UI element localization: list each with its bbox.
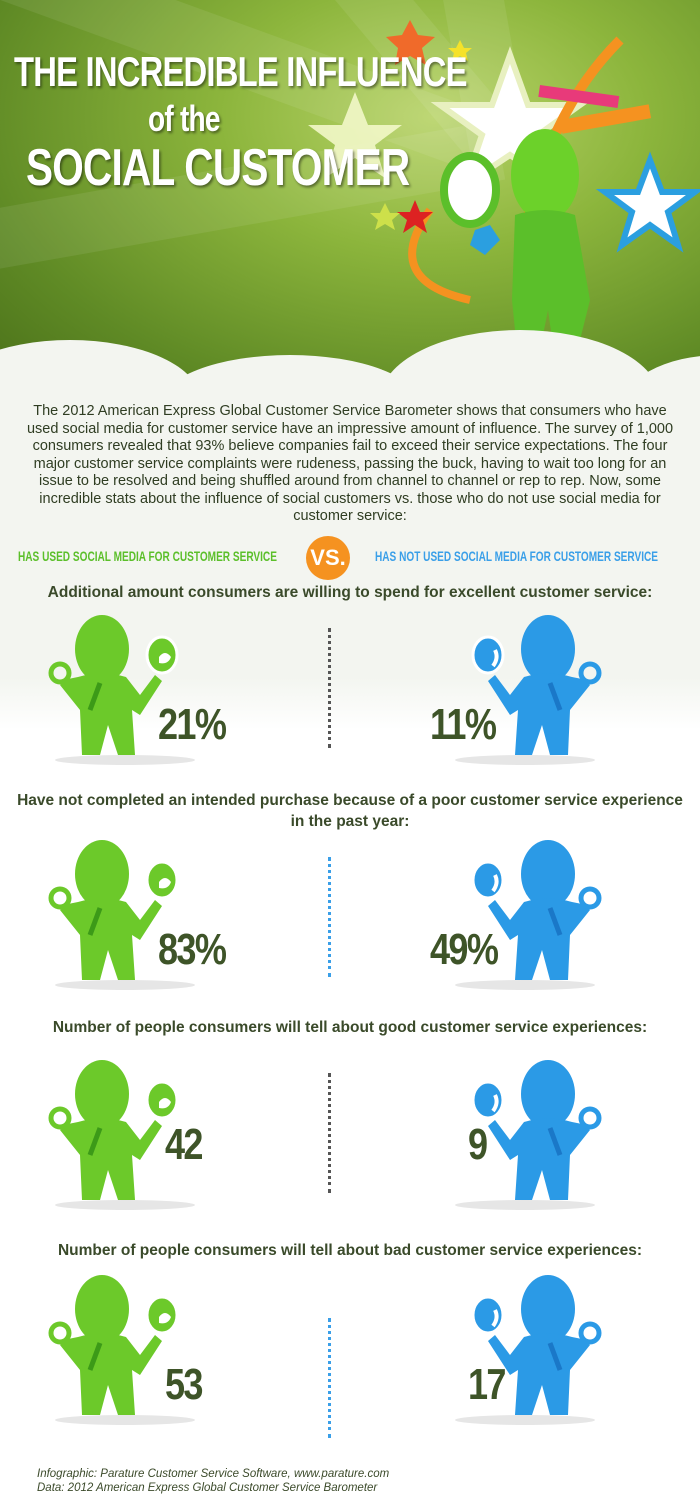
stat-value-not-used: 17 xyxy=(468,1360,506,1409)
title-line-3: SOCIAL CUSTOMER xyxy=(26,139,410,197)
figure-body xyxy=(488,898,590,980)
vs-badge: VS. xyxy=(306,536,350,580)
title-line-1: THE INCREDIBLE INFLUENCE xyxy=(14,48,467,95)
figure-body xyxy=(60,898,162,980)
star-icon xyxy=(386,20,435,65)
non-social-customer-figure xyxy=(440,615,610,765)
social-customer-figure xyxy=(40,1060,210,1210)
non-social-customer-figure xyxy=(440,1275,610,1425)
star-icon xyxy=(448,40,472,61)
divider xyxy=(328,1073,331,1193)
figure-body xyxy=(488,673,590,755)
figure-body xyxy=(60,1118,162,1200)
stat-value-not-used: 49% xyxy=(430,925,499,974)
star-icon xyxy=(595,151,700,253)
figure-body xyxy=(60,1333,162,1415)
social-customer-figure xyxy=(40,840,210,990)
figure-head xyxy=(521,615,575,683)
star-icon xyxy=(370,203,400,230)
star-icon xyxy=(308,92,402,178)
figure-head xyxy=(75,1275,129,1343)
divider xyxy=(328,857,331,977)
figure-body xyxy=(488,1118,590,1200)
credit-infographic: Infographic: Parature Customer Service S… xyxy=(37,1468,390,1480)
figure-body xyxy=(488,1333,590,1415)
stat-value-not-used: 9 xyxy=(468,1120,488,1169)
stat-question: Number of people consumers will tell abo… xyxy=(57,1242,642,1259)
star-icon xyxy=(397,200,433,233)
figure-head xyxy=(75,840,129,908)
non-social-customer-figure xyxy=(440,840,610,990)
credit-data: Data: 2012 American Express Global Custo… xyxy=(37,1482,378,1494)
social-customer-figure xyxy=(40,615,210,765)
figure-body xyxy=(60,673,162,755)
stat-value-used: 21% xyxy=(158,700,227,749)
stat-value-not-used: 11% xyxy=(430,700,497,749)
figure-head xyxy=(75,1060,129,1128)
stat-question: Number of people consumers will tell abo… xyxy=(52,1019,648,1036)
social-customer-figure xyxy=(40,1275,210,1425)
divider xyxy=(328,1318,331,1438)
stat-value-used: 42 xyxy=(165,1120,203,1169)
title-line-2: of the xyxy=(148,98,221,139)
star-icon xyxy=(430,46,590,193)
hero-illustration xyxy=(308,20,700,360)
legend-used: HAS USED SOCIAL MEDIA FOR CUSTOMER SERVI… xyxy=(18,548,277,564)
legend-not-used: HAS NOT USED SOCIAL MEDIA FOR CUSTOMER S… xyxy=(375,548,659,564)
hero-banner: THE INCREDIBLE INFLUENCE of the SOCIAL C… xyxy=(0,0,700,390)
divider xyxy=(328,628,331,748)
stat-question: Additional amount consumers are willing … xyxy=(47,584,653,601)
figure-head xyxy=(75,615,129,683)
stat-value-used: 53 xyxy=(165,1360,203,1409)
stat-value-used: 83% xyxy=(158,925,227,974)
non-social-customer-figure xyxy=(440,1060,610,1210)
intro-paragraph: The 2012 American Express Global Custome… xyxy=(26,403,674,524)
figure-head xyxy=(521,1060,575,1128)
figure-head xyxy=(521,1275,575,1343)
stat-question: Have not completed an intended purchase … xyxy=(17,792,683,830)
credits: Infographic: Parature Customer Service S… xyxy=(37,1467,389,1495)
figure-head xyxy=(521,840,575,908)
